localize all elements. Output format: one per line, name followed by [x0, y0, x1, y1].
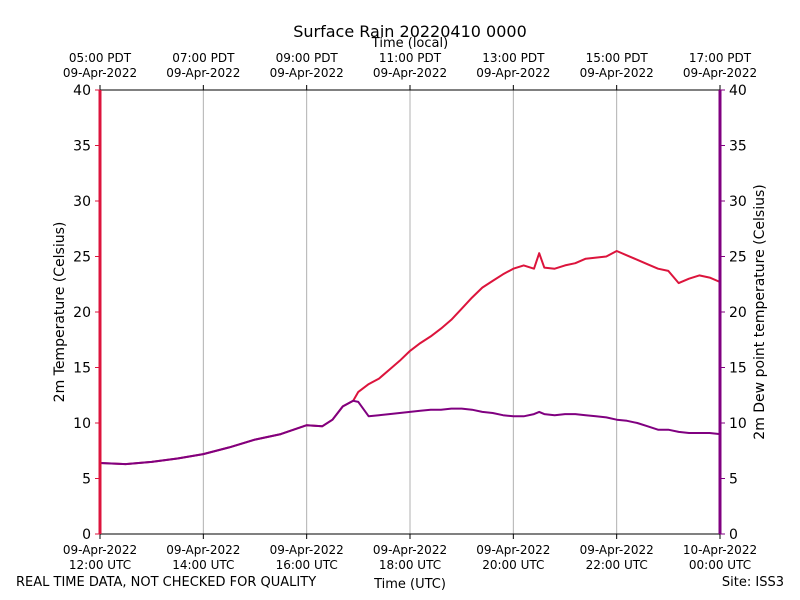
bottom-tick-date: 09-Apr-2022 [166, 543, 240, 557]
left-tick-label: 0 [82, 527, 91, 543]
left-tick-label: 15 [73, 361, 91, 377]
left-tick-label: 40 [73, 83, 91, 99]
top-tick-date: 09-Apr-2022 [476, 66, 550, 80]
top-tick-time: 05:00 PDT [69, 51, 132, 65]
left-tick-label: 5 [82, 472, 91, 488]
bottom-tick-date: 10-Apr-2022 [683, 543, 757, 557]
top-tick-time: 11:00 PDT [379, 51, 442, 65]
bottom-tick-date: 09-Apr-2022 [373, 543, 447, 557]
top-tick-time: 09:00 PDT [276, 51, 339, 65]
left-tick-label: 10 [73, 416, 91, 432]
top-tick-date: 09-Apr-2022 [683, 66, 757, 80]
data-quality-note: REAL TIME DATA, NOT CHECKED FOR QUALITY [16, 575, 317, 590]
right-tick-label: 25 [729, 250, 747, 266]
right-tick-label: 30 [729, 194, 747, 210]
series-layer [99, 250, 721, 466]
left-tick-label: 35 [73, 139, 91, 155]
right-tick-label: 40 [729, 83, 747, 99]
top-tick-time: 07:00 PDT [172, 51, 235, 65]
bottom-tick-time: 14:00 UTC [172, 558, 234, 572]
bottom-tick-time: 20:00 UTC [482, 558, 544, 572]
bottom-tick-date: 09-Apr-2022 [63, 543, 137, 557]
top-tick-date: 09-Apr-2022 [166, 66, 240, 80]
left-tick-label: 20 [73, 305, 91, 321]
bottom-tick-date: 09-Apr-2022 [270, 543, 344, 557]
bottom-tick-date: 09-Apr-2022 [580, 543, 654, 557]
left-y-axis-label: 2m Temperature (Celsius) [52, 222, 68, 403]
bottom-tick-time: 16:00 UTC [276, 558, 338, 572]
top-tick-date: 09-Apr-2022 [270, 66, 344, 80]
top-tick-date: 09-Apr-2022 [580, 66, 654, 80]
right-tick-label: 15 [729, 361, 747, 377]
dewpoint-series-line [99, 399, 721, 466]
top-tick-date: 09-Apr-2022 [373, 66, 447, 80]
right-tick-label: 10 [729, 416, 747, 432]
bottom-tick-time: 18:00 UTC [379, 558, 441, 572]
top-tick-date: 09-Apr-2022 [63, 66, 137, 80]
left-tick-label: 30 [73, 194, 91, 210]
site-label: Site: ISS3 [721, 575, 784, 590]
top-tick-time: 17:00 PDT [689, 51, 752, 65]
right-tick-label: 35 [729, 139, 747, 155]
bottom-tick-date: 09-Apr-2022 [476, 543, 550, 557]
bottom-tick-time: 12:00 UTC [69, 558, 131, 572]
chart-title: Surface Rain 20220410 0000 [293, 22, 527, 41]
bottom-tick-time: 22:00 UTC [586, 558, 648, 572]
bottom-tick-time: 00:00 UTC [689, 558, 751, 572]
top-tick-time: 15:00 PDT [586, 51, 649, 65]
grid-layer [202, 90, 618, 534]
right-tick-label: 20 [729, 305, 747, 321]
right-tick-label: 5 [729, 472, 738, 488]
right-tick-label: 0 [729, 527, 738, 543]
left-tick-label: 25 [73, 250, 91, 266]
top-tick-time: 13:00 PDT [482, 51, 545, 65]
right-y-axis-label: 2m Dew point temperature (Celsius) [752, 184, 768, 439]
top-axis-label: Time (local) [371, 36, 448, 51]
x-axis-label: Time (UTC) [373, 577, 446, 592]
